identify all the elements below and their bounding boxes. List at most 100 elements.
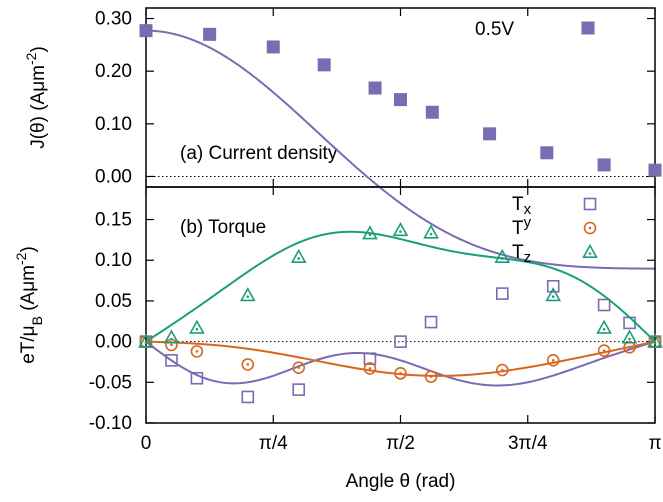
bottom-point-Tz-dot — [246, 295, 250, 299]
bottom-point-Ty — [623, 341, 636, 354]
bottom-point-Ty-dot — [170, 343, 173, 347]
xtick-label: π — [648, 433, 661, 454]
bottom-point-Tx — [190, 371, 204, 385]
bottom-ylabel-part: B — [29, 316, 45, 325]
top-ytick-label: 0.10 — [95, 114, 132, 135]
bottom-point-Tx — [424, 315, 438, 329]
bottom-point-Tz-dot — [170, 337, 173, 341]
bottom-point-Tz — [239, 287, 256, 302]
bottom-point-Tz — [621, 329, 638, 344]
bottom-point-Ty — [165, 338, 178, 352]
bottom-point-Ty-ring — [292, 361, 306, 374]
xtick-label: π/4 — [259, 433, 288, 454]
bottom-point-Tz — [138, 333, 154, 348]
bottom-point-Tz-outline — [138, 333, 154, 348]
bottom-point-Tx — [241, 390, 255, 404]
bottom-point-Tz-dot — [551, 295, 555, 299]
bottom-point-Tz-dot — [628, 337, 631, 341]
top-point-0.5V — [266, 40, 280, 54]
top-point-0.5V — [203, 27, 217, 41]
bottom-point-Tx — [292, 383, 306, 396]
bottom-point-Tz-dot — [399, 230, 402, 233]
bottom-fit-curve-Tx — [145, 340, 656, 387]
top-point-0.5V — [317, 58, 331, 72]
legend-label-Tx-part: x — [524, 201, 532, 218]
bottom-ylabel-part: -2 — [13, 252, 29, 265]
legend-marker-0.5V — [581, 21, 595, 35]
bottom-point-Ty-dot — [297, 366, 301, 369]
bottom-point-Ty-ring — [190, 345, 204, 358]
bottom-point-Ty — [546, 354, 560, 367]
bottom-point-Tx — [394, 335, 407, 348]
bottom-point-Tz-dot — [602, 327, 606, 331]
bottom-point-Tz-outline — [621, 329, 638, 344]
bottom-fit-curve-Tz — [145, 230, 656, 343]
bottom-point-Ty-dot — [500, 368, 504, 372]
bottom-point-Tz — [362, 225, 378, 240]
top-point-0.5V — [368, 81, 382, 95]
legend-marker-Ty-ring — [583, 221, 597, 235]
bottom-point-Ty — [241, 358, 255, 371]
top-ylabel: J(θ) (Aμm-2) — [23, 46, 49, 149]
xtick-label: 0 — [141, 433, 152, 454]
bottom-point-Tz-outline — [290, 248, 307, 263]
legend-label-Tx-part: T — [512, 194, 524, 215]
bottom-point-Ty — [363, 362, 377, 375]
bottom-point-Tz-outline — [362, 225, 378, 240]
top-ytick-label: 0.20 — [95, 61, 132, 82]
bottom-point-Ty — [190, 345, 204, 358]
bottom-point-Tx — [495, 287, 509, 300]
bottom-annotation: (b) Torque — [180, 217, 266, 238]
bottom-ytick-label: 0.10 — [95, 250, 132, 271]
xlabel: Angle θ (rad) — [346, 471, 456, 492]
bottom-point-Ty — [495, 363, 509, 377]
bottom-point-Ty-ring — [363, 362, 377, 375]
legend-label-Ty-part: T — [512, 218, 524, 239]
bottom-ylabel-part: ) — [18, 246, 39, 252]
top-ylabel-part: ) — [28, 46, 49, 52]
bottom-point-Tx — [597, 298, 611, 312]
legend-marker-Tz-dot — [588, 252, 592, 255]
bottom-point-Tx — [363, 352, 377, 366]
bottom-point-Tz-outline — [596, 319, 612, 334]
bottom-ytick-label: 0.15 — [95, 210, 132, 231]
bottom-point-Tz-outline — [647, 333, 663, 348]
bottom-point-Ty-dot — [429, 375, 433, 378]
top-fit-curve-0.5V — [145, 29, 655, 270]
bottom-ylabel: eT/μB (Aμm-2) — [13, 246, 45, 364]
top-point-0.5V — [394, 93, 408, 107]
top-point-0.5V — [648, 163, 662, 177]
bottom-point-Tz — [290, 248, 307, 263]
top-annotation: (a) Current density — [180, 143, 338, 164]
xtick-label: π/2 — [386, 433, 415, 454]
top-point-0.5V — [483, 127, 497, 141]
bottom-point-Tz-outline — [545, 287, 562, 302]
bottom-ytick-label: 0.00 — [95, 332, 132, 353]
bottom-point-Tz-dot — [653, 341, 657, 345]
bottom-point-Ty-dot — [399, 372, 402, 375]
bottom-point-Tz-outline — [163, 329, 180, 344]
bottom-point-Tz — [494, 248, 511, 263]
bottom-point-Tz-outline — [392, 221, 409, 237]
top-ylabel-part: J(θ) (Aμm — [28, 65, 49, 149]
bottom-point-Tz-dot — [195, 327, 199, 331]
panel-a-current-density: 0.00 0.10 0.20 0.30 J(θ) (Aμm-2) (a) Current … — [23, 7, 662, 270]
bottom-point-Ty — [597, 344, 611, 357]
legend-marker-Tz-outline — [582, 243, 598, 259]
legend-label-0.5V: 0.5V — [475, 19, 514, 40]
legend-label-Ty: Ty — [512, 214, 532, 239]
legend-marker-Ty-dot — [588, 226, 592, 230]
bottom-point-Ty-dot — [246, 363, 250, 366]
legend-label-Ty-part: y — [524, 214, 532, 231]
bottom-point-Ty-ring — [241, 358, 255, 371]
bottom-point-Ty — [424, 370, 438, 383]
bottom-point-Ty-dot — [628, 346, 631, 349]
bottom-point-Tz — [423, 224, 439, 239]
bottom-point-Ty-ring — [597, 344, 611, 357]
bottom-ylabel-part: (Aμm — [18, 265, 39, 316]
legend-label-Tz: Tz — [512, 242, 531, 266]
bottom-point-Ty-dot — [368, 367, 372, 370]
legend-marker-Ty — [583, 221, 597, 235]
top-point-0.5V — [597, 158, 611, 172]
